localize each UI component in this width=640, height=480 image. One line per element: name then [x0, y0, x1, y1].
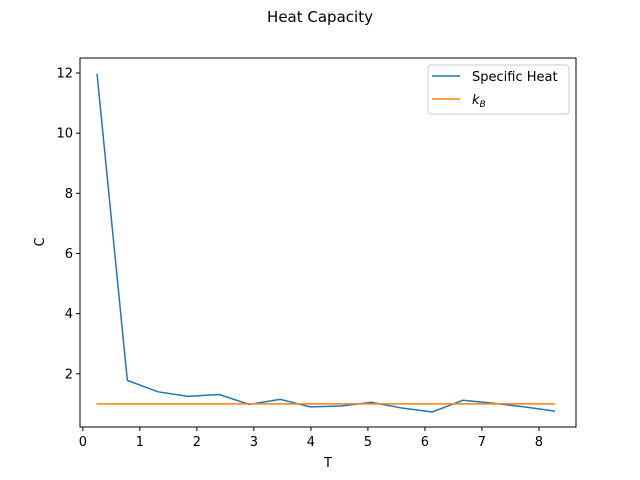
legend: Specific Heat kB: [427, 64, 570, 115]
chart-title: Heat Capacity: [267, 8, 373, 26]
x-tick-label: 6: [421, 435, 429, 450]
series-layer: [96, 73, 556, 413]
y-tick-label: 12: [56, 67, 73, 82]
x-tick-label: 7: [478, 435, 486, 450]
y-tick-label: 4: [65, 307, 73, 322]
y-tick-label: 8: [65, 187, 73, 202]
x-tick-label: 4: [307, 435, 315, 450]
axes-frame: [79, 57, 577, 428]
x-axis-ticks: 0 1 2 3 4 5 6 7 8: [79, 427, 543, 450]
x-tick-label: 8: [535, 435, 543, 450]
legend-label-kb: kB: [472, 93, 486, 110]
y-axis-ticks: 2 4 6 8 10 12: [56, 67, 80, 382]
x-tick-label: 0: [79, 435, 87, 450]
x-tick-label: 2: [193, 435, 201, 450]
legend-label-kb-main: k: [472, 93, 480, 108]
legend-label-kb-subscript: B: [480, 100, 486, 110]
legend-box: [427, 64, 570, 115]
y-axis-label: C: [33, 237, 48, 246]
x-axis-label: T: [323, 456, 332, 471]
series-line-specific-heat: [96, 73, 556, 413]
y-tick-label: 10: [56, 127, 73, 142]
x-tick-label: 5: [364, 435, 372, 450]
x-tick-label: 1: [136, 435, 144, 450]
legend-label-specific-heat: Specific Heat: [472, 70, 558, 85]
x-tick-label: 3: [250, 435, 258, 450]
y-tick-label: 6: [65, 247, 73, 262]
y-tick-label: 2: [65, 367, 73, 382]
